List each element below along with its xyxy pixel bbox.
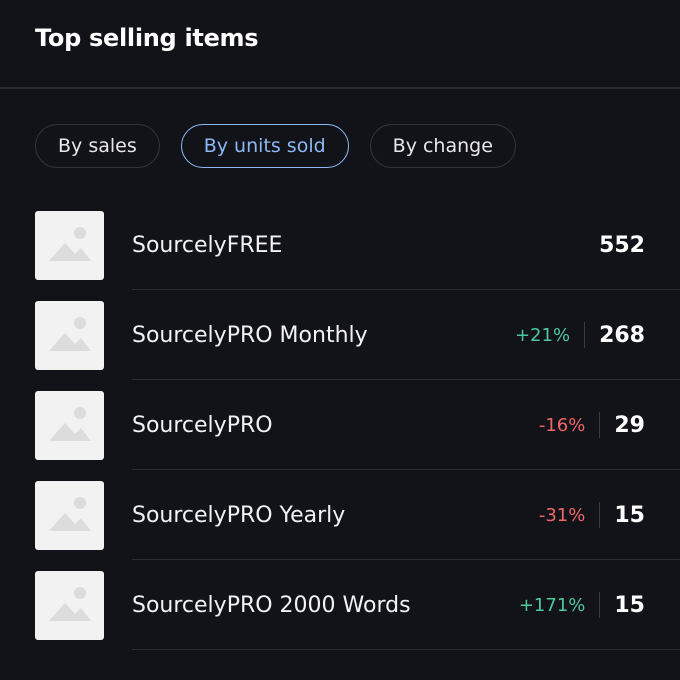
units: 15 — [614, 592, 645, 618]
separator — [599, 592, 601, 618]
change: -16% — [538, 414, 586, 436]
item-name: SourcelyFREE — [132, 232, 283, 258]
units: 15 — [614, 502, 645, 528]
item-stats: 552 — [599, 233, 645, 258]
change: +171% — [518, 594, 586, 616]
item-name: SourcelyPRO 2000 Words — [132, 592, 411, 618]
thumbnail — [35, 300, 104, 370]
divider — [0, 87, 680, 89]
item-list: SourcelyFREE 552 SourcelyPRO Monthly +21% 26… — [35, 200, 680, 650]
units: 552 — [599, 232, 645, 258]
item-row[interactable]: SourcelyPRO 2000 Words +171% 15 — [35, 560, 680, 650]
item-row[interactable]: SourcelyPRO Monthly +21% 268 — [35, 290, 680, 380]
placeholder-icon — [49, 586, 91, 621]
item-name: SourcelyPRO Yearly — [132, 502, 346, 528]
item-stats: -31% 15 — [539, 502, 645, 528]
item-stats: -16% 29 — [539, 412, 645, 438]
tab[interactable]: By sales — [35, 124, 160, 168]
item-stats: +21% 268 — [515, 322, 645, 348]
thumbnail — [35, 570, 104, 640]
separator — [599, 412, 601, 438]
units: 29 — [614, 412, 645, 438]
units: 268 — [599, 322, 645, 348]
separator — [599, 502, 601, 528]
item-row[interactable]: SourcelyFREE 552 — [35, 200, 680, 290]
item-row[interactable]: SourcelyPRO Yearly -31% 15 — [35, 470, 680, 560]
thumbnail — [35, 390, 104, 460]
item-name: SourcelyPRO — [132, 412, 273, 438]
item-row[interactable]: SourcelyPRO -16% 29 — [35, 380, 680, 470]
thumbnail — [35, 480, 104, 550]
item-name: SourcelyPRO Monthly — [132, 322, 368, 348]
separator — [584, 322, 586, 348]
title: Top selling items — [35, 24, 259, 52]
thumbnail — [35, 210, 104, 280]
change: +21% — [514, 324, 571, 346]
placeholder-icon — [49, 406, 91, 441]
placeholder-icon — [49, 226, 91, 261]
tabs: By sales By units sold By change — [35, 124, 516, 168]
change: -31% — [538, 504, 586, 526]
tab[interactable]: By change — [369, 124, 516, 168]
placeholder-icon — [49, 496, 91, 531]
tab[interactable]: By units sold — [180, 124, 349, 168]
placeholder-icon — [49, 316, 91, 351]
item-stats: +171% 15 — [519, 592, 645, 618]
